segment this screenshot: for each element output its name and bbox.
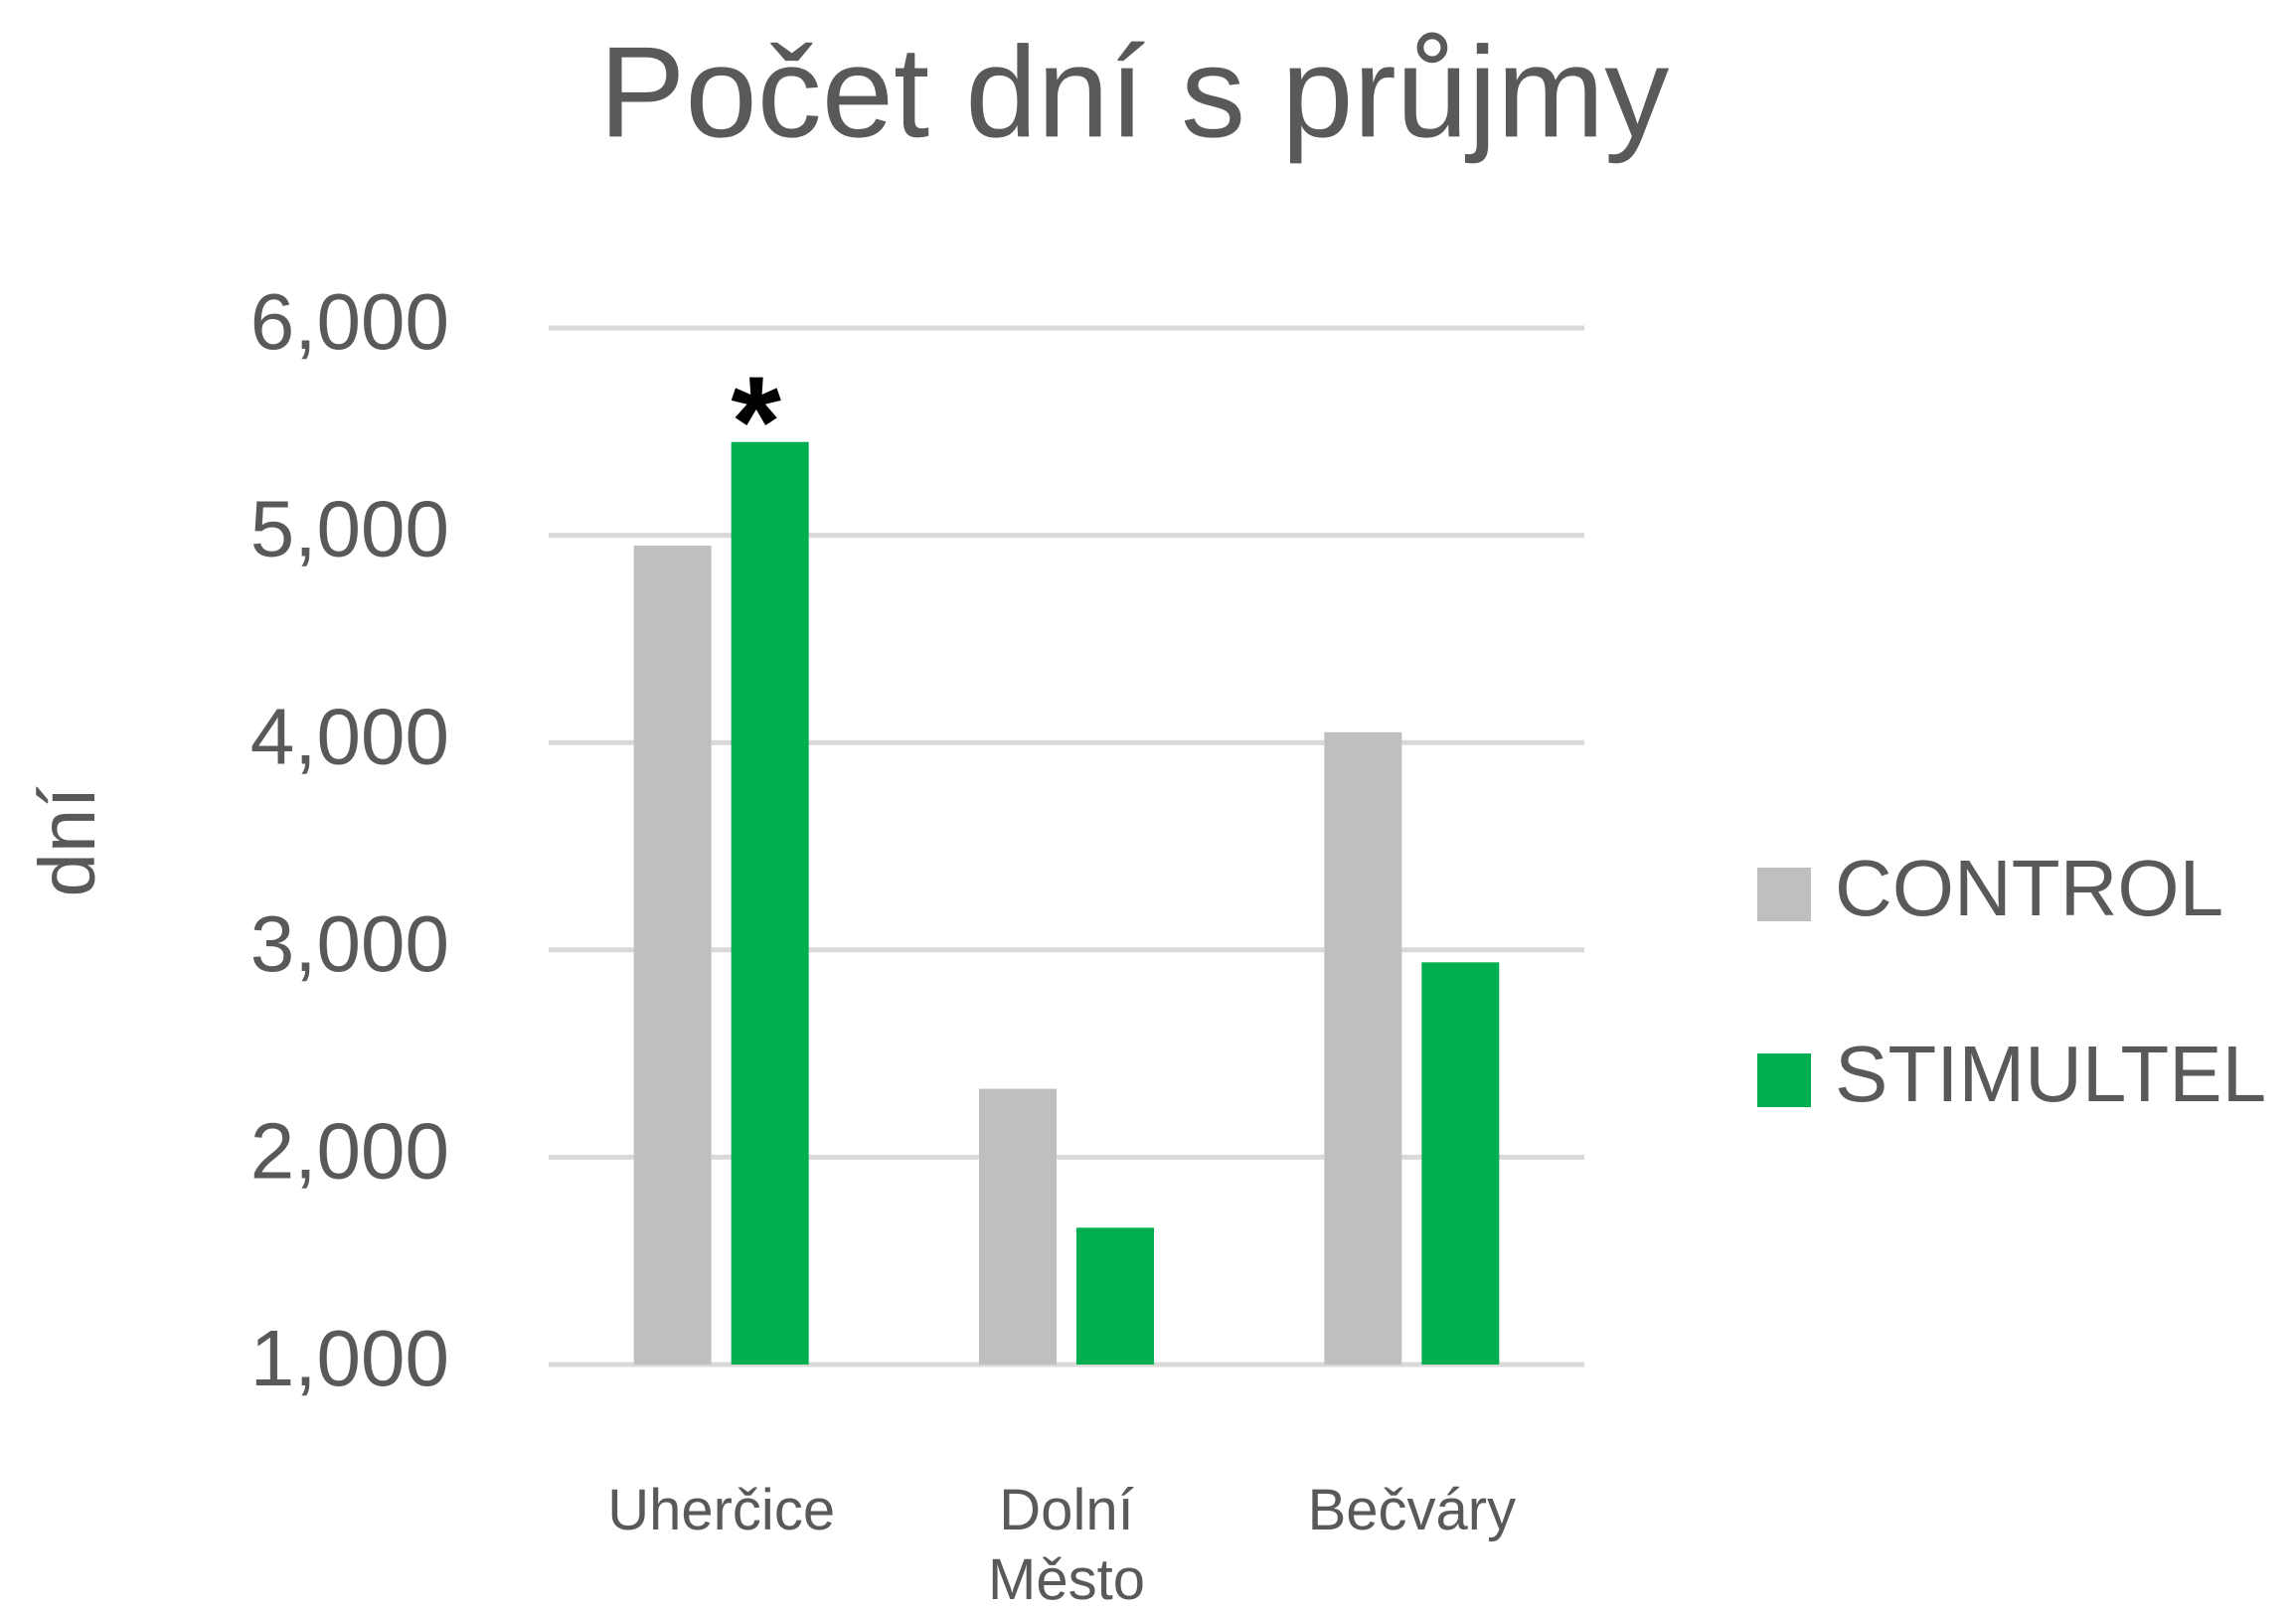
legend-label: CONTROL [1835, 844, 2223, 932]
legend-swatch [1757, 1053, 1811, 1107]
x-tick-label: Dolní Město [988, 1478, 1145, 1611]
x-tick-label: Bečváry [1307, 1478, 1517, 1542]
y-tick-label: 5,000 [250, 485, 449, 573]
chart-title: Počet dní s průjmy [599, 19, 1670, 164]
bar [979, 1088, 1057, 1365]
y-axis-label: dní [23, 786, 111, 896]
y-tick-label: 2,000 [250, 1107, 449, 1196]
y-tick-label: 4,000 [250, 692, 449, 780]
x-tick-label: Uherčice [607, 1478, 836, 1542]
annotation: * [731, 349, 781, 494]
y-tick-label: 1,000 [250, 1314, 449, 1402]
y-tick-label: 3,000 [250, 899, 449, 988]
legend-label: STIMULTEL [1835, 1030, 2266, 1118]
bar [1324, 731, 1402, 1365]
y-tick-label: 6,000 [250, 277, 449, 366]
legend-swatch [1757, 868, 1811, 921]
bar [1076, 1227, 1154, 1365]
bar [731, 441, 809, 1366]
bar [1421, 962, 1500, 1365]
bar [633, 546, 712, 1365]
